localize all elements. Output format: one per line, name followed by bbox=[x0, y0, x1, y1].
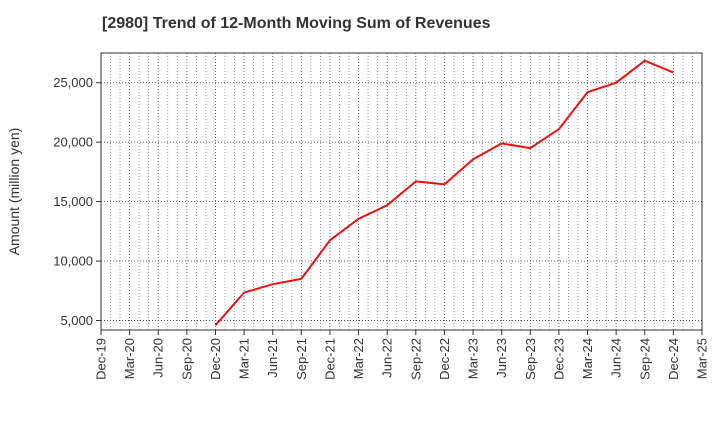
x-tick-label: Mar-22 bbox=[351, 338, 366, 379]
y-tick-label: 10,000 bbox=[53, 254, 93, 269]
x-tick-label: Mar-20 bbox=[122, 338, 137, 379]
x-tick-label: Jun-21 bbox=[265, 338, 280, 378]
x-tick-label: Sep-22 bbox=[408, 338, 423, 380]
x-tick-label: Jun-22 bbox=[380, 338, 395, 378]
x-tick-label: Jun-23 bbox=[494, 338, 509, 378]
series-line bbox=[214, 59, 674, 326]
y-tick-label: 15,000 bbox=[53, 194, 93, 209]
x-tick-label: Dec-23 bbox=[551, 338, 566, 380]
x-tick-label: Sep-24 bbox=[637, 338, 652, 380]
y-axis-title: Amount (million yen) bbox=[6, 128, 22, 256]
x-tick-label: Mar-24 bbox=[580, 338, 595, 379]
x-tick-label: Mar-21 bbox=[237, 338, 252, 379]
chart-title: [2980] Trend of 12-Month Moving Sum of R… bbox=[102, 15, 491, 32]
x-tick-label: Jun-24 bbox=[609, 338, 624, 378]
y-tick-label: 25,000 bbox=[53, 75, 93, 90]
y-tick-label: 5,000 bbox=[60, 313, 93, 328]
x-tick-label: Mar-23 bbox=[466, 338, 481, 379]
x-tick-label: Dec-19 bbox=[94, 338, 109, 380]
plot-frame bbox=[100, 52, 703, 331]
x-tick-label: Sep-21 bbox=[294, 338, 309, 380]
x-tick-label: Dec-22 bbox=[437, 338, 452, 380]
x-tick-label: Mar-25 bbox=[695, 338, 710, 379]
x-tick-label: Jun-20 bbox=[151, 338, 166, 378]
x-tick-label: Dec-24 bbox=[666, 338, 681, 380]
x-tick-label: Dec-20 bbox=[208, 338, 223, 380]
x-tick-label: Dec-21 bbox=[322, 338, 337, 380]
y-tick-label: 20,000 bbox=[53, 135, 93, 150]
x-tick-label: Sep-20 bbox=[179, 338, 194, 380]
x-tick-label: Sep-23 bbox=[523, 338, 538, 380]
